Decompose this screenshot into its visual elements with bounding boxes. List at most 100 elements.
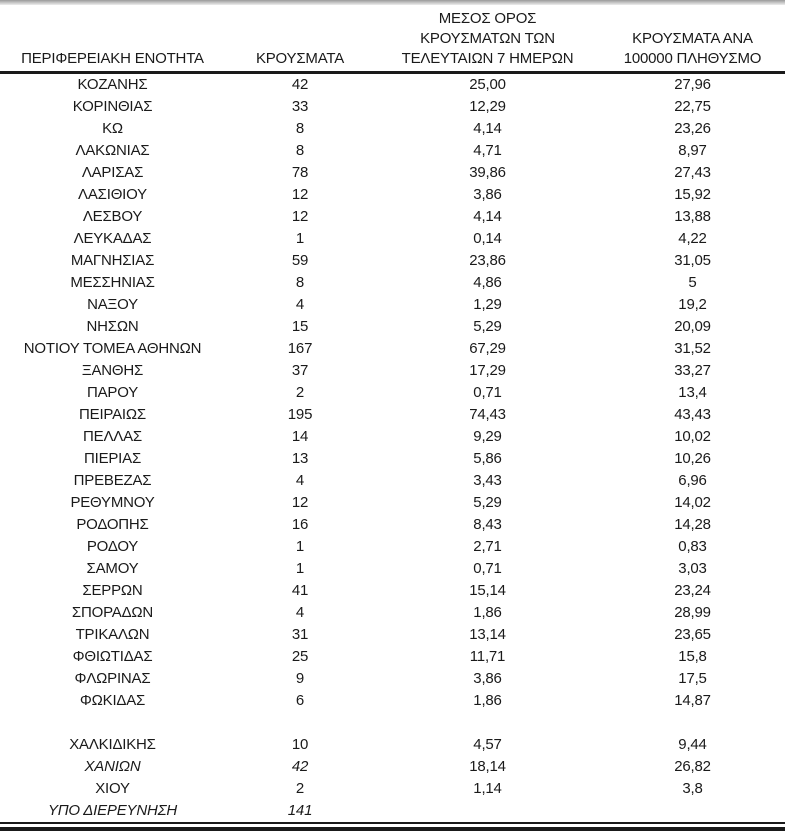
cell-avg-7day: 12,29 <box>469 98 506 115</box>
cell-per-100k: 43,43 <box>674 406 711 423</box>
cell-per-100k: 27,96 <box>674 76 711 93</box>
cell-cases: 4 <box>295 604 305 621</box>
cell-region: ΝΟΤΙΟΥ ΤΟΜΕΑ ΑΘΗΝΩΝ <box>23 340 202 357</box>
cell-avg-7day <box>375 800 600 822</box>
cell-avg-7day: 4,14 <box>473 208 502 225</box>
cell-per-100k: 13,88 <box>674 208 711 225</box>
cell-region: ΧΙΟΥ <box>95 780 130 797</box>
cell-avg-7day: 1,86 <box>473 692 502 709</box>
cell-per-100k: 15,8 <box>678 648 707 665</box>
table-row: ΜΑΓΝΗΣΙΑΣ 59 23,86 31,05 <box>0 250 785 272</box>
cell-per-100k: 15,92 <box>674 186 711 203</box>
cell-per-100k: 10,02 <box>674 428 711 445</box>
regional-cases-table: ΠΕΡΙΦΕΡΕΙΑΚΗ ΕΝΟΤΗΤΑ ΚΡΟΥΣΜΑΤΑ ΜΕΣΟΣ ΟΡΟ… <box>0 5 785 822</box>
cell-cases: 4 <box>295 296 305 313</box>
cell-region: ΡΟΔΟΠΗΣ <box>76 516 149 533</box>
table-row: ΚΟΖΑΝΗΣ 42 25,00 27,96 <box>0 73 785 97</box>
cell-region: ΚΩ <box>102 120 123 137</box>
cell-cases: 1 <box>295 538 305 555</box>
cell-avg-7day: 23,86 <box>469 252 506 269</box>
cell-cases: 31 <box>291 626 309 643</box>
table-row: ΚΟΡΙΝΘΙΑΣ 33 12,29 22,75 <box>0 96 785 118</box>
cell-cases: 37 <box>291 362 309 379</box>
cell-region: ΜΑΓΝΗΣΙΑΣ <box>70 252 155 269</box>
cell-per-100k: 3,03 <box>678 560 707 577</box>
cell-cases: 195 <box>287 406 313 423</box>
cell-per-100k: 0,83 <box>678 538 707 555</box>
cell-avg-7day: 13,14 <box>469 626 506 643</box>
cell-cases: 12 <box>291 494 309 511</box>
cell-cases: 2 <box>295 780 305 797</box>
cell-region: ΛΕΥΚΑΔΑΣ <box>73 230 152 247</box>
cell-region: ΛΑΚΩΝΙΑΣ <box>75 142 150 159</box>
cell-avg-7day: 0,71 <box>473 384 502 401</box>
table-body: ΚΟΖΑΝΗΣ 42 25,00 27,96 ΚΟΡΙΝΘΙΑΣ 33 12,29 22,75… <box>0 73 785 823</box>
column-header-per-100k: ΚΡΟΥΣΜΑΤΑ ΑΝΑ 100000 ΠΛΗΘΥΣΜΟ <box>600 5 785 74</box>
table-row: ΡΟΔΟΥ 1 2,71 0,83 <box>0 536 785 558</box>
table-row: ΝΗΣΩΝ 15 5,29 20,09 <box>0 316 785 338</box>
cell-per-100k: 17,5 <box>678 670 707 687</box>
cell-per-100k: 13,4 <box>678 384 707 401</box>
cell-avg-7day: 0,14 <box>473 230 502 247</box>
cell-cases: 8 <box>295 120 305 137</box>
cell-cases: 33 <box>291 98 309 115</box>
cell-per-100k: 20,09 <box>674 318 711 335</box>
cell-per-100k <box>600 712 785 734</box>
cell-avg-7day: 17,29 <box>469 362 506 379</box>
table-row: ΠΕΙΡΑΙΩΣ 195 74,43 43,43 <box>0 404 785 426</box>
cell-per-100k: 28,99 <box>674 604 711 621</box>
cell-per-100k: 19,2 <box>678 296 707 313</box>
cell-avg-7day: 5,86 <box>473 450 502 467</box>
cropped-page-top-edge <box>0 0 785 5</box>
cell-cases: 8 <box>295 142 305 159</box>
cell-region: ΥΠΟ ΔΙΕΡΕΥΝΗΣΗ <box>47 802 178 819</box>
cell-per-100k: 10,26 <box>674 450 711 467</box>
cell-avg-7day: 1,29 <box>473 296 502 313</box>
table-row: ΠΑΡΟΥ 2 0,71 13,4 <box>0 382 785 404</box>
cell-cases: 78 <box>291 164 309 181</box>
cell-avg-7day: 1,86 <box>473 604 502 621</box>
cell-region: ΡΕΘΥΜΝΟΥ <box>70 494 155 511</box>
cell-region: ΚΟΡΙΝΘΙΑΣ <box>72 98 153 115</box>
cell-per-100k <box>600 800 785 822</box>
table-row: ΛΕΥΚΑΔΑΣ 1 0,14 4,22 <box>0 228 785 250</box>
cell-cases: 25 <box>291 648 309 665</box>
cell-avg-7day: 2,71 <box>473 538 502 555</box>
cell-avg-7day: 18,14 <box>469 758 506 775</box>
cell-cases: 2 <box>295 384 305 401</box>
cell-region <box>0 712 225 734</box>
table-row: ΧΙΟΥ 2 1,14 3,8 <box>0 778 785 800</box>
cell-cases: 8 <box>295 274 305 291</box>
cell-cases: 1 <box>295 230 305 247</box>
cell-avg-7day: 4,71 <box>473 142 502 159</box>
cell-region: ΝΑΞΟΥ <box>87 296 138 313</box>
column-header-region: ΠΕΡΙΦΕΡΕΙΑΚΗ ΕΝΟΤΗΤΑ <box>0 5 225 74</box>
spacer-row <box>0 712 785 734</box>
cell-per-100k: 9,44 <box>678 736 707 753</box>
cell-avg-7day: 4,14 <box>473 120 502 137</box>
header-row: ΠΕΡΙΦΕΡΕΙΑΚΗ ΕΝΟΤΗΤΑ ΚΡΟΥΣΜΑΤΑ ΜΕΣΟΣ ΟΡΟ… <box>0 5 785 74</box>
cell-region: ΣΑΜΟΥ <box>86 560 139 577</box>
cell-cases: 59 <box>291 252 309 269</box>
cell-region: ΡΟΔΟΥ <box>86 538 139 555</box>
table-header: ΠΕΡΙΦΕΡΕΙΑΚΗ ΕΝΟΤΗΤΑ ΚΡΟΥΣΜΑΤΑ ΜΕΣΟΣ ΟΡΟ… <box>0 5 785 74</box>
cell-per-100k: 4,22 <box>678 230 707 247</box>
cell-avg-7day: 3,43 <box>473 472 502 489</box>
cell-cases: 14 <box>291 428 309 445</box>
cell-cases: 42 <box>291 758 309 775</box>
table-row: ΛΕΣΒΟΥ 12 4,14 13,88 <box>0 206 785 228</box>
table-row: ΦΘΙΩΤΙΔΑΣ 25 11,71 15,8 <box>0 646 785 668</box>
table-row: ΡΟΔΟΠΗΣ 16 8,43 14,28 <box>0 514 785 536</box>
cell-cases: 12 <box>291 186 309 203</box>
cell-region: ΠΡΕΒΕΖΑΣ <box>73 472 152 489</box>
cell-region: ΝΗΣΩΝ <box>86 318 139 335</box>
cell-region: ΛΕΣΒΟΥ <box>82 208 143 225</box>
cell-per-100k: 31,05 <box>674 252 711 269</box>
table-row: ΛΑΡΙΣΑΣ 78 39,86 27,43 <box>0 162 785 184</box>
cell-avg-7day: 4,86 <box>473 274 502 291</box>
table-row: ΦΩΚΙΔΑΣ 6 1,86 14,87 <box>0 690 785 712</box>
cell-per-100k: 23,24 <box>674 582 711 599</box>
cell-avg-7day: 3,86 <box>473 186 502 203</box>
cell-per-100k: 31,52 <box>674 340 711 357</box>
cell-per-100k: 6,96 <box>678 472 707 489</box>
